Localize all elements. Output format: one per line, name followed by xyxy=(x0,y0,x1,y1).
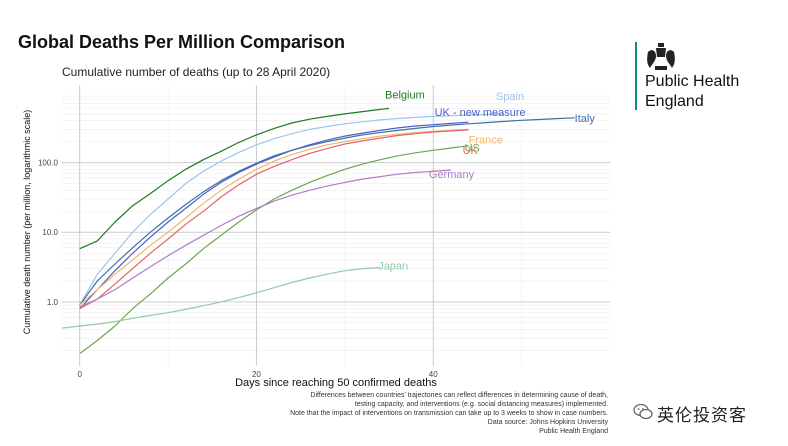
chart-subtitle: Cumulative number of deaths (up to 28 Ap… xyxy=(62,65,330,79)
brand-name-line2: England xyxy=(645,93,704,110)
series-line xyxy=(79,129,469,310)
wechat-icon xyxy=(633,403,653,420)
watermark-text: 英伦投资客 xyxy=(657,406,747,425)
series-label: Belgium xyxy=(385,89,425,101)
royal-crest-icon xyxy=(647,43,675,70)
plot-area: 1.0 10.0 100.0 0 20 40 Belgium UK - new measure… xyxy=(38,85,610,379)
footnote-line: Data source: Johns Hopkins University xyxy=(487,419,608,426)
y-axis-label: Cumulative death number (per million, lo… xyxy=(22,110,32,335)
brand-divider-line xyxy=(635,42,637,110)
series-line xyxy=(61,267,381,329)
footnote: Differences between countries' trajector… xyxy=(208,391,608,436)
footnote-line: testing capacity, and interventions (e.g… xyxy=(354,401,608,408)
phe-logo: Public Health England xyxy=(635,42,775,112)
series-label: Italy xyxy=(575,113,596,125)
brand-name-line1: Public Health xyxy=(645,73,740,90)
y-tick-label: 100.0 xyxy=(38,159,59,168)
series-line xyxy=(79,169,451,308)
series-line xyxy=(79,113,504,306)
x-tick-label: 40 xyxy=(429,370,438,379)
footnote-line: Note that the impact of interventions on… xyxy=(290,410,608,417)
footnote-line: Differences between countries' trajector… xyxy=(310,392,608,399)
watermark: 英伦投资客 xyxy=(633,397,783,427)
series-line xyxy=(79,128,469,306)
x-tick-label: 20 xyxy=(252,370,261,379)
series-label: Japan xyxy=(378,261,408,273)
series-line xyxy=(79,117,575,306)
series-label: UK - new measure xyxy=(435,107,526,119)
y-tick-label: 10.0 xyxy=(42,228,58,237)
x-tick-label: 0 xyxy=(77,370,82,379)
footnote-line: Public Health England xyxy=(539,428,608,435)
series-line xyxy=(79,145,469,355)
y-tick-label: 1.0 xyxy=(47,298,59,307)
x-axis-label: Days since reaching 50 confirmed deaths xyxy=(235,377,437,389)
page-title: Global Deaths Per Million Comparison xyxy=(18,32,346,52)
series-label: Spain xyxy=(496,91,524,103)
series-label: UK xyxy=(463,145,479,157)
series-label: France xyxy=(469,134,503,146)
series-line xyxy=(79,107,390,250)
series-label: US xyxy=(465,143,480,155)
series-line xyxy=(79,121,469,310)
series-label: Germany xyxy=(429,169,475,181)
